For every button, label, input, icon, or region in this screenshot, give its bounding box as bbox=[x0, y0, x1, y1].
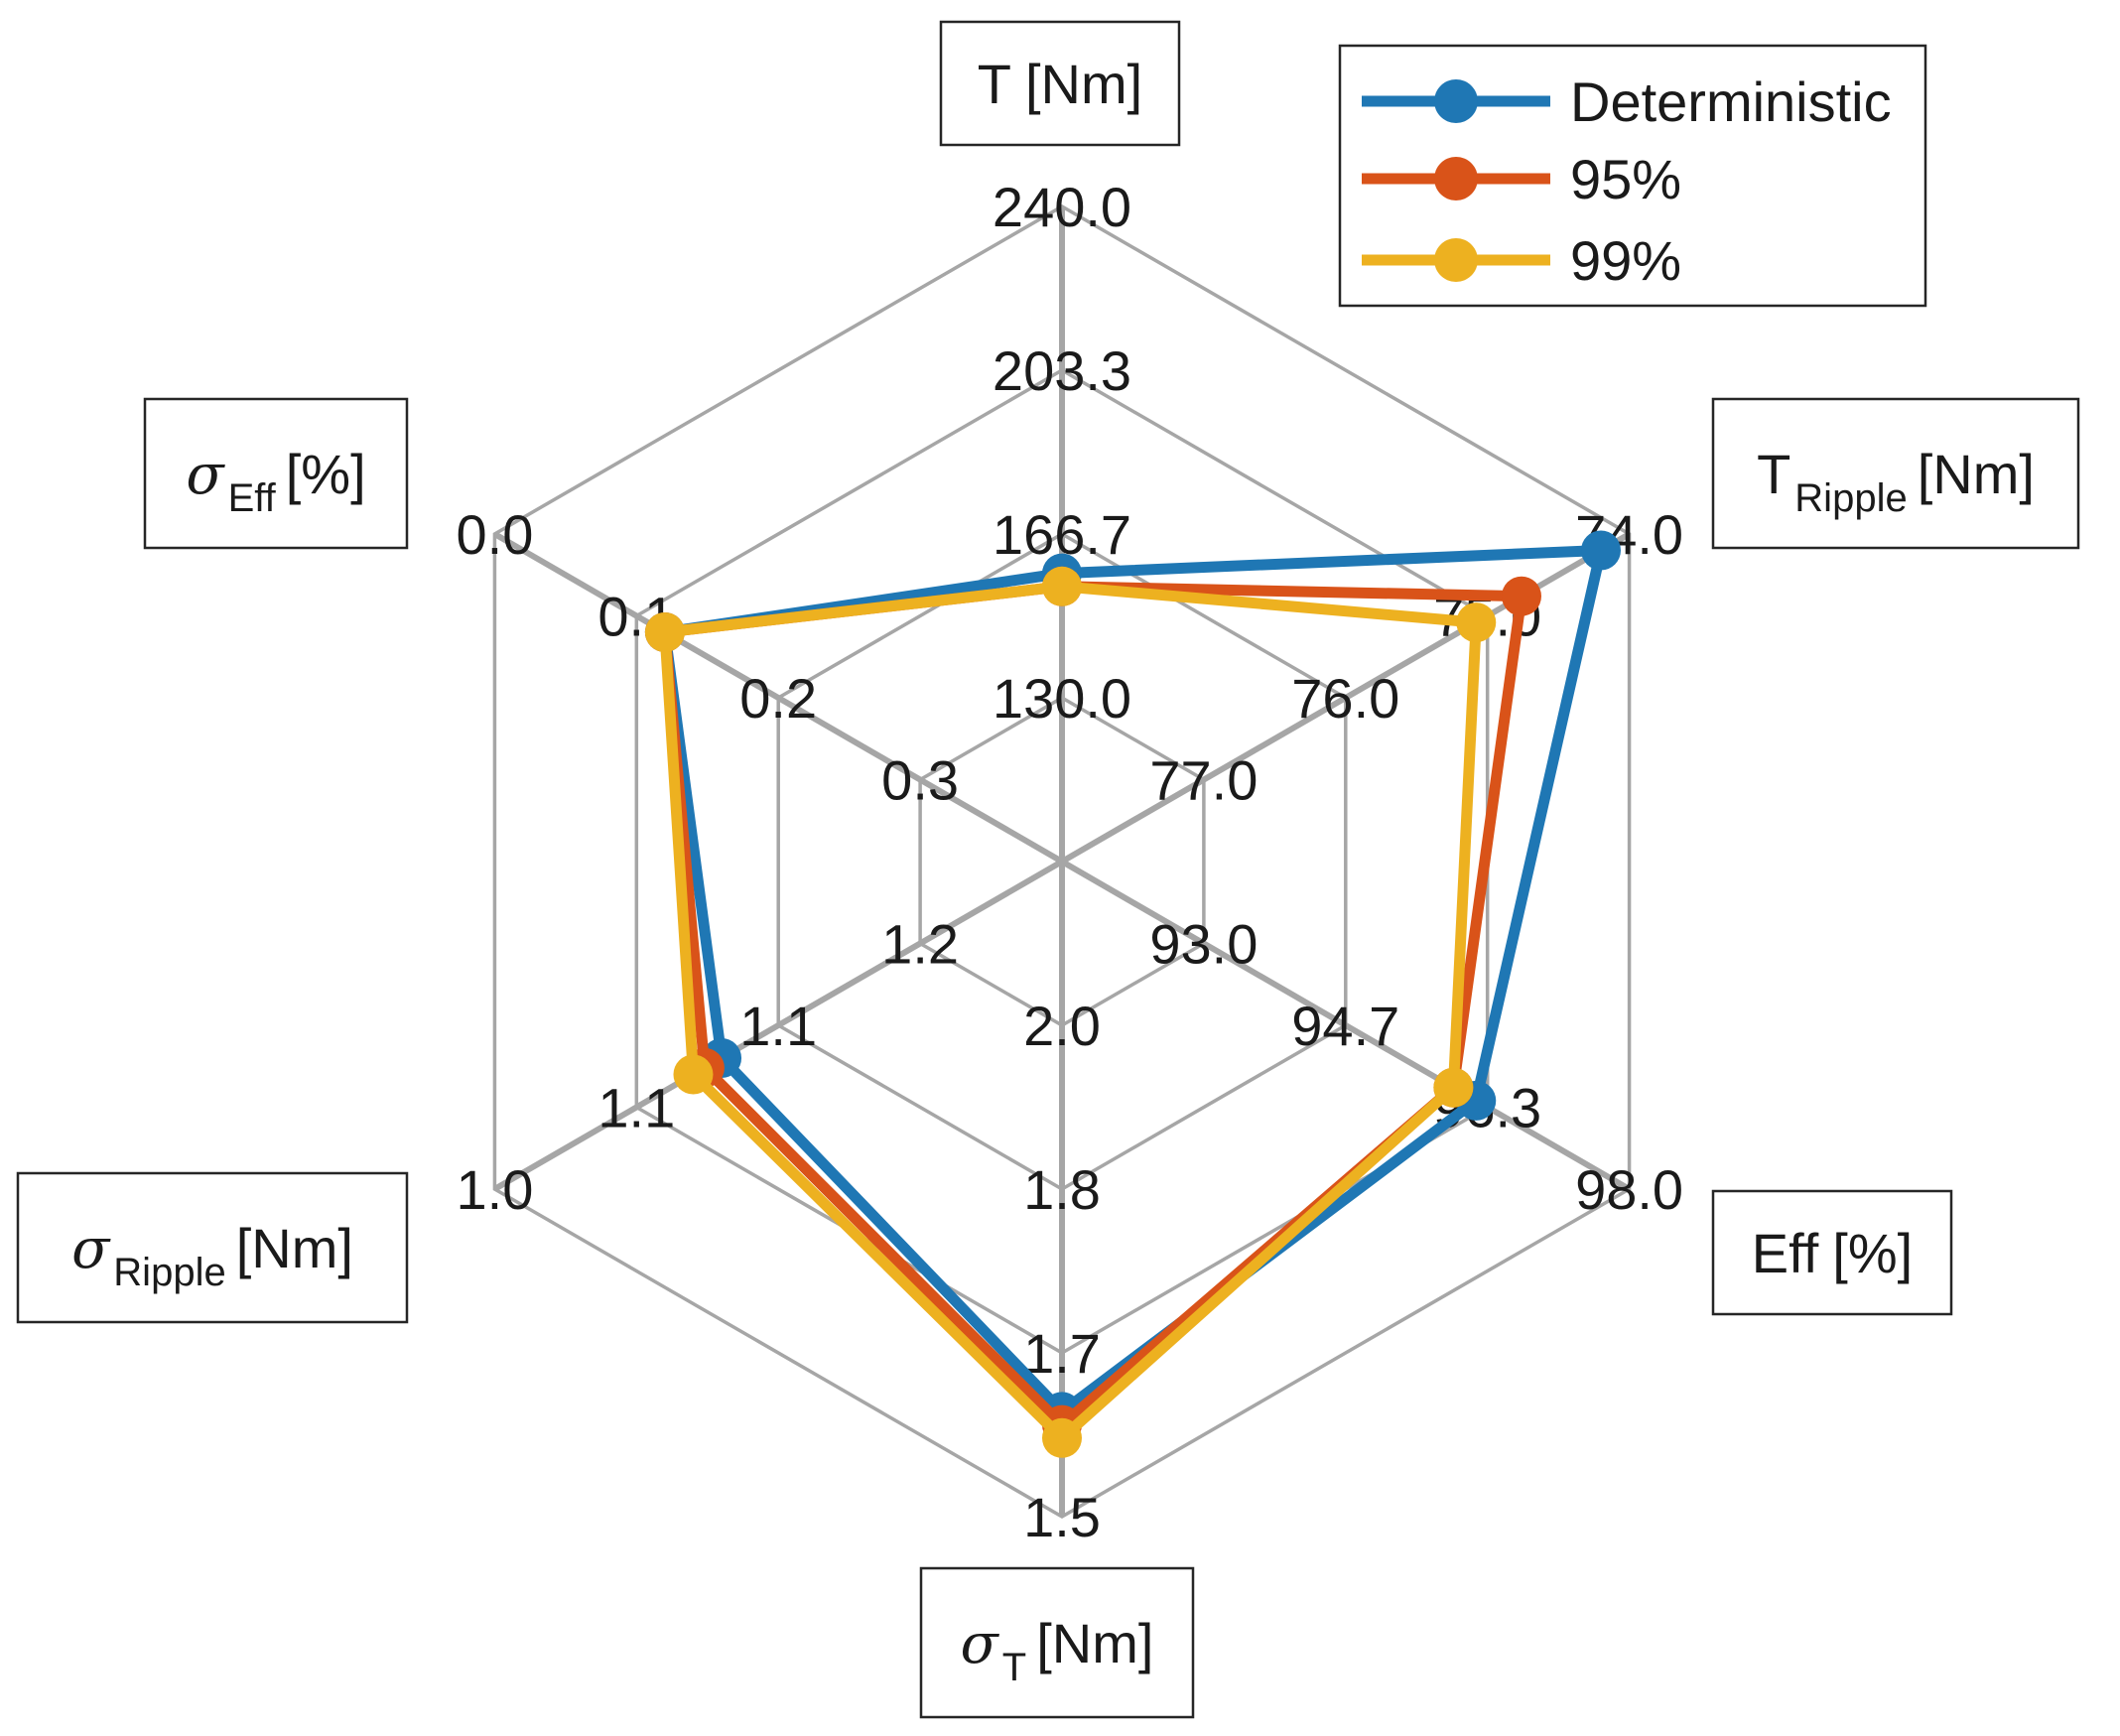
tick-label: 0.0 bbox=[456, 503, 533, 566]
legend-marker bbox=[1434, 238, 1478, 282]
series-point bbox=[673, 1054, 714, 1095]
axis-title: σ T [Nm] bbox=[961, 1612, 1154, 1689]
legend-entry: 99% bbox=[1362, 229, 1681, 292]
tick-label: 1.7 bbox=[1023, 1322, 1101, 1385]
legend-label: 99% bbox=[1570, 229, 1681, 292]
legend-marker bbox=[1434, 157, 1478, 200]
legend-label: 95% bbox=[1570, 148, 1681, 210]
axis-label-frame bbox=[1711, 1189, 1953, 1316]
axis-title: Eff [%] bbox=[1752, 1222, 1913, 1284]
axis-label-frame bbox=[919, 1566, 1195, 1719]
axis-title: T [Nm] bbox=[978, 53, 1142, 115]
axis-label-frame bbox=[1711, 397, 2080, 550]
axis-label-box: σ T [Nm] bbox=[919, 1566, 1195, 1719]
axis-title: σ Eff [%] bbox=[186, 443, 365, 520]
radar-axis-labels: T [Nm] T Ripple [Nm] Eff [%] σ T [Nm] σ Ripple [Nm] σ… bbox=[16, 20, 2080, 1719]
axis-label-box: T Ripple [Nm] bbox=[1711, 397, 2080, 550]
tick-label: 98.0 bbox=[1575, 1158, 1683, 1221]
axis-title: T Ripple [Nm] bbox=[1757, 443, 2035, 520]
axis-label-frame bbox=[16, 1171, 409, 1324]
legend-marker bbox=[1434, 79, 1478, 123]
tick-label: 240.0 bbox=[993, 176, 1131, 238]
series-3 bbox=[644, 566, 1497, 1458]
radar-tick-labels: 130.0166.7203.3240.077.076.075.074.093.0… bbox=[456, 176, 1683, 1548]
tick-label: 93.0 bbox=[1149, 913, 1258, 976]
axis-spoke-6 bbox=[492, 531, 1064, 865]
axis-label-box: σ Eff [%] bbox=[143, 397, 409, 550]
tick-label: 0.2 bbox=[739, 667, 817, 730]
tick-label: 2.0 bbox=[1023, 995, 1101, 1057]
series-point bbox=[1580, 530, 1621, 571]
axis-label-box: σ Ripple [Nm] bbox=[16, 1171, 409, 1324]
legend: Deterministic 95% 99% bbox=[1338, 44, 1927, 308]
tick-label: 1.0 bbox=[456, 1158, 533, 1221]
tick-label: 1.1 bbox=[739, 995, 817, 1057]
axis-label-frame bbox=[143, 397, 409, 550]
tick-label: 1.8 bbox=[1023, 1158, 1101, 1221]
legend-label: Deterministic bbox=[1570, 70, 1892, 133]
axis-spoke-5 bbox=[492, 859, 1064, 1192]
axis-spoke-3 bbox=[1060, 859, 1632, 1192]
axis-label-box: T [Nm] bbox=[939, 20, 1181, 147]
axis-label-frame bbox=[939, 20, 1181, 147]
tick-label: 77.0 bbox=[1149, 749, 1258, 812]
legend-entry: 95% bbox=[1362, 148, 1681, 210]
tick-label: 1.5 bbox=[1023, 1486, 1101, 1548]
tick-label: 94.7 bbox=[1291, 995, 1399, 1057]
series-point bbox=[1042, 566, 1082, 606]
series-point bbox=[1501, 576, 1541, 616]
series-point bbox=[1456, 602, 1497, 643]
series-point bbox=[644, 612, 685, 652]
tick-label: 130.0 bbox=[993, 667, 1131, 730]
tick-label: 1.2 bbox=[881, 913, 959, 976]
radar-series bbox=[644, 530, 1621, 1458]
series-point bbox=[1433, 1067, 1474, 1108]
tick-label: 1.1 bbox=[597, 1077, 675, 1139]
tick-label: 0.3 bbox=[881, 749, 959, 812]
axis-title: σ Ripple [Nm] bbox=[71, 1217, 353, 1294]
axis-label-box: Eff [%] bbox=[1711, 1189, 1953, 1316]
series-point bbox=[1042, 1417, 1082, 1458]
tick-label: 76.0 bbox=[1291, 667, 1399, 730]
tick-label: 203.3 bbox=[993, 339, 1131, 402]
legend-entry: Deterministic bbox=[1362, 70, 1892, 133]
